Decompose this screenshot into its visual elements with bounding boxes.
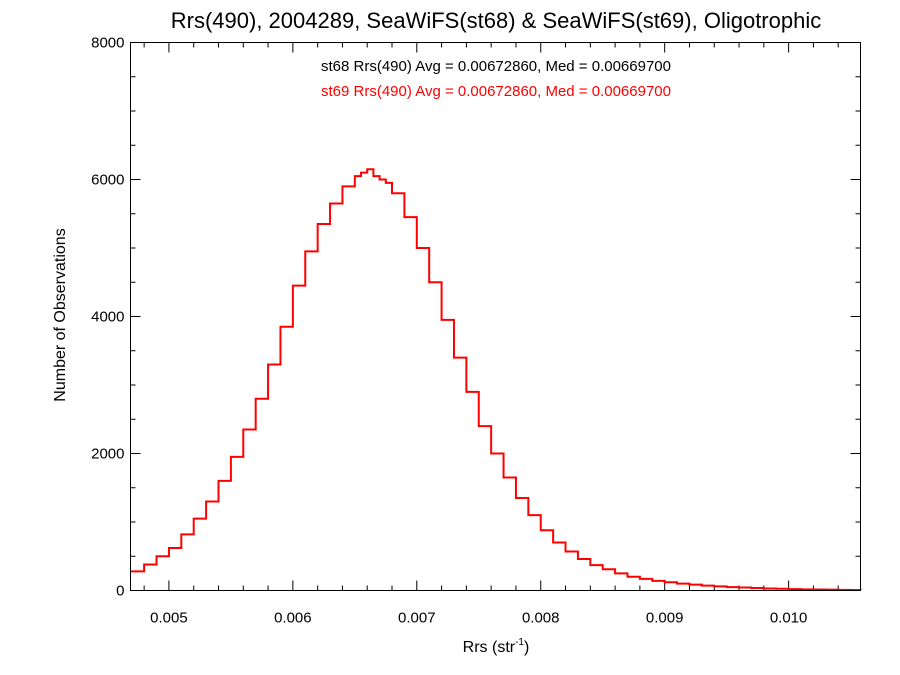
x-tick-label: 0.008 xyxy=(522,610,560,627)
x-axis-label-superscript: -1 xyxy=(515,637,524,648)
x-tick-label: 0.005 xyxy=(150,610,188,627)
x-axis-label-base: Rrs (str xyxy=(463,639,516,656)
histogram-line xyxy=(130,168,862,591)
x-tick-label: 0.010 xyxy=(770,610,808,627)
y-tick-label: 0 xyxy=(116,583,124,600)
x-axis-label: Rrs (str-1) xyxy=(463,637,530,656)
axis-ticks: 0.005 0.006 0.007 0.008 0.009 0.010 0 2000 4000 6… xyxy=(91,35,861,627)
y-axis-label: Number of Observations xyxy=(52,228,69,401)
x-tick-label: 0.007 xyxy=(398,610,436,627)
x-tick-label: 0.009 xyxy=(646,610,684,627)
y-tick-label: 8000 xyxy=(91,35,124,52)
chart-title: Rrs(490), 2004289, SeaWiFS(st68) & SeaWi… xyxy=(171,8,821,33)
annotation-st68-stats: st68 Rrs(490) Avg = 0.00672860, Med = 0.… xyxy=(321,58,671,75)
plot-frame xyxy=(130,42,861,591)
annotation-st69-stats: st69 Rrs(490) Avg = 0.00672860, Med = 0.… xyxy=(321,83,671,100)
y-tick-label: 6000 xyxy=(91,172,124,189)
x-axis-label-close: ) xyxy=(524,639,529,656)
x-tick-label: 0.006 xyxy=(274,610,312,627)
y-tick-label: 2000 xyxy=(91,446,124,463)
y-tick-label: 4000 xyxy=(91,309,124,326)
histogram-series xyxy=(130,168,862,591)
